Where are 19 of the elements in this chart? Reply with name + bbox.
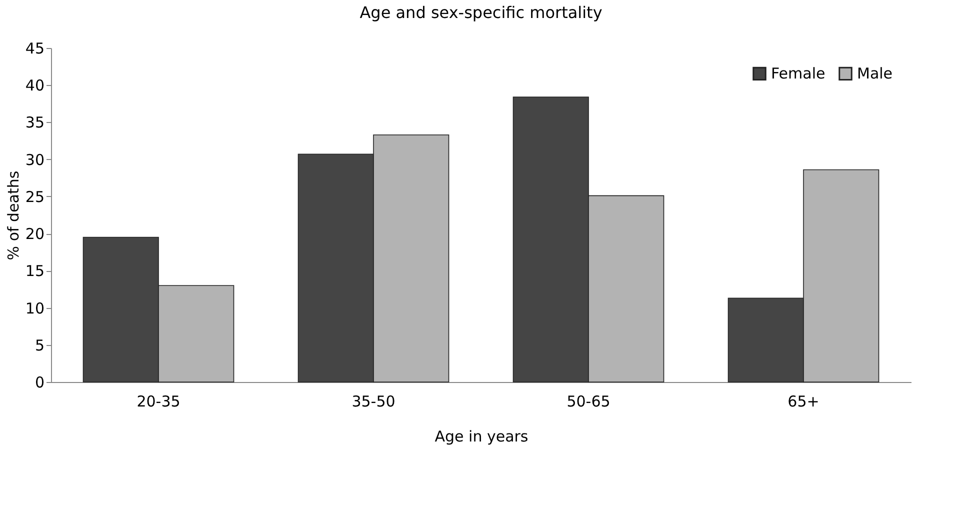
x-tick-label: 65+: [788, 392, 820, 410]
y-tick-label: 45: [25, 40, 44, 58]
chart-title: Age and sex-specific mortality: [360, 3, 602, 22]
y-tick-label: 5: [34, 336, 44, 354]
x-tick-label: 35-50: [352, 392, 396, 410]
y-tick-label: 35: [25, 114, 44, 132]
y-tick-label: 0: [34, 374, 44, 392]
x-tick-label: 50-65: [566, 392, 610, 410]
x-axis-title: Age in years: [434, 428, 528, 446]
legend-label: Female: [771, 64, 826, 83]
legend-label: Male: [857, 64, 893, 83]
y-tick-label: 40: [25, 76, 44, 95]
y-tick-label: 10: [25, 299, 44, 318]
y-tick-label: 25: [25, 188, 44, 206]
y-tick-label: 30: [25, 150, 44, 169]
y-tick-label: 15: [25, 262, 44, 280]
y-axis-title: % of deaths: [4, 170, 22, 260]
y-tick-label: 20: [25, 225, 44, 244]
x-tick-label: 20-35: [136, 392, 180, 410]
